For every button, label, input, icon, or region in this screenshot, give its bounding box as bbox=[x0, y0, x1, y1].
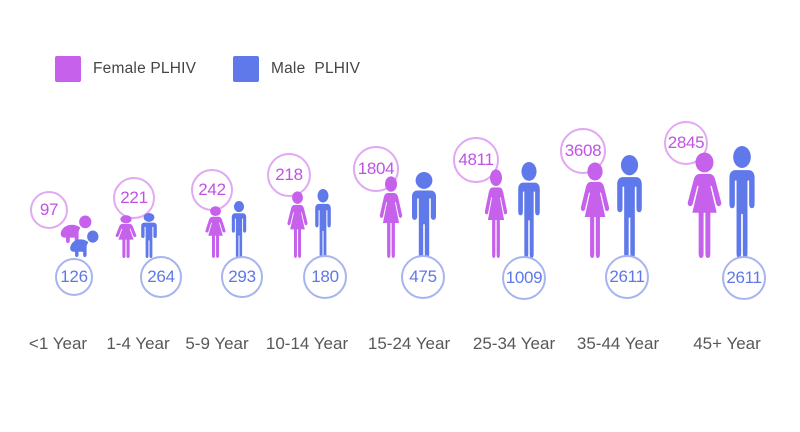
age-label: 1-4 Year bbox=[106, 334, 170, 353]
age-label: 10-14 Year bbox=[265, 334, 349, 353]
male-figure-icon bbox=[315, 189, 331, 258]
legend-label-male: Male PLHIV bbox=[271, 60, 361, 77]
female-value: 1804 bbox=[357, 159, 395, 178]
male-value: 126 bbox=[60, 267, 88, 286]
age-label: 5-9 Year bbox=[185, 334, 249, 353]
legend-label-female: Female PLHIV bbox=[93, 60, 197, 77]
female-swatch-icon bbox=[55, 56, 81, 82]
female-value-badge: 97 bbox=[30, 191, 68, 229]
female-value-badge: 218 bbox=[267, 153, 311, 197]
male-figure-icon bbox=[518, 162, 540, 258]
male-value-badge: 293 bbox=[221, 256, 263, 298]
male-value-badge: 475 bbox=[401, 255, 445, 299]
male-figure-icon bbox=[412, 172, 436, 258]
female-figure-icon bbox=[379, 176, 403, 258]
male-swatch-icon bbox=[233, 56, 259, 82]
male-value: 1009 bbox=[505, 268, 543, 287]
male-figure-icon bbox=[729, 146, 755, 258]
male-value-badge: 264 bbox=[140, 256, 182, 298]
female-value: 221 bbox=[120, 188, 148, 207]
age-label: 45+ Year bbox=[693, 334, 761, 353]
female-value: 97 bbox=[39, 200, 59, 219]
male-baby-icon bbox=[70, 230, 99, 257]
female-value-badge: 2845 bbox=[664, 121, 708, 165]
female-value: 3608 bbox=[564, 141, 602, 160]
male-value-badge: 2611 bbox=[722, 256, 766, 300]
male-value-badge: 1009 bbox=[502, 256, 546, 300]
female-figure-icon bbox=[287, 191, 308, 258]
female-value: 242 bbox=[198, 180, 226, 199]
age-label: 15-24 Year bbox=[367, 334, 451, 353]
female-figure-icon bbox=[115, 215, 137, 258]
female-value: 4811 bbox=[458, 150, 494, 169]
female-figure-icon bbox=[687, 152, 722, 258]
age-label: 35-44 Year bbox=[576, 334, 660, 353]
male-value: 2611 bbox=[726, 268, 762, 287]
female-value: 2845 bbox=[667, 133, 705, 152]
male-value: 2611 bbox=[609, 267, 645, 286]
female-value-badge: 221 bbox=[113, 177, 155, 219]
age-label: 25-34 Year bbox=[472, 334, 556, 353]
male-value-badge: 126 bbox=[55, 258, 93, 296]
male-figure-icon bbox=[231, 201, 247, 258]
female-figure-icon bbox=[580, 162, 610, 258]
female-value-badge: 242 bbox=[191, 169, 233, 211]
male-value: 475 bbox=[409, 267, 437, 286]
legend-item-female: Female PLHIV bbox=[55, 56, 196, 82]
male-value: 293 bbox=[228, 267, 256, 286]
female-figure-icon bbox=[484, 169, 508, 258]
male-value: 180 bbox=[311, 267, 339, 286]
legend-item-male: Male PLHIV bbox=[233, 56, 360, 82]
male-value-badge: 180 bbox=[303, 255, 347, 299]
female-value: 218 bbox=[275, 165, 303, 184]
age-label: <1 Year bbox=[28, 334, 88, 353]
male-figure-icon bbox=[617, 155, 642, 258]
male-value: 264 bbox=[147, 267, 175, 286]
male-value-badge: 2611 bbox=[605, 255, 649, 299]
female-figure-icon bbox=[205, 206, 226, 258]
